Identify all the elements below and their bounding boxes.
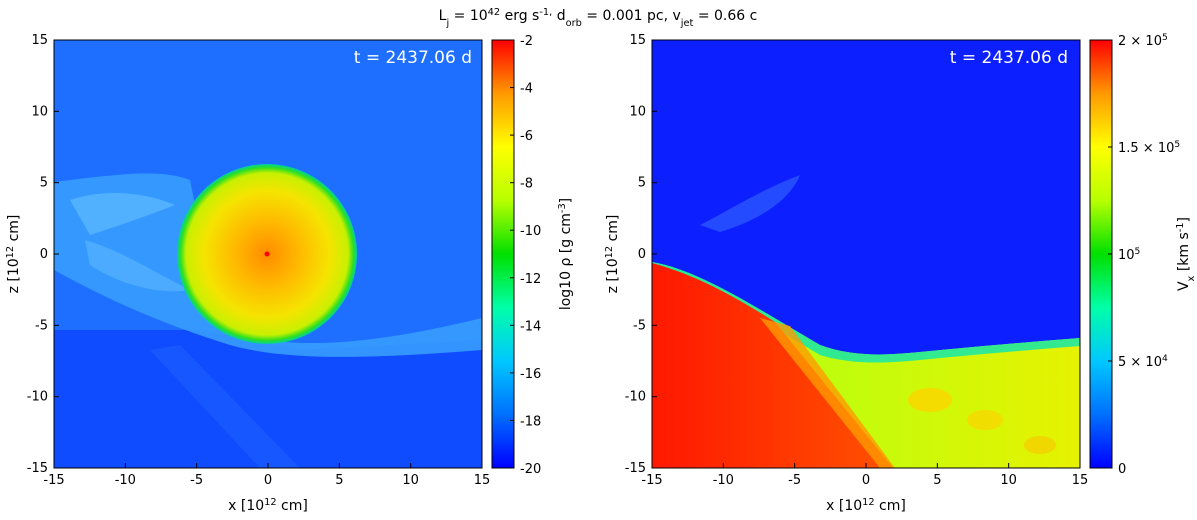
density-colorbar-label: log10 ρ [g cm-3] <box>557 198 575 310</box>
colorbar-tick-label: -4 <box>520 82 533 97</box>
y-tick-label: 10 <box>31 104 48 119</box>
colorbar-tick-label: 5 × 104 <box>1118 354 1168 370</box>
y-tick-label: -15 <box>27 461 48 476</box>
x-tick-label: 10 <box>402 473 419 488</box>
colorbar-tick-label: -14 <box>520 319 541 334</box>
density-xticks: -15 -10 -5 0 5 10 15 <box>43 463 490 488</box>
colorbar-tick-label: 0 <box>1118 462 1126 477</box>
x-tick-label: 10 <box>1000 473 1017 488</box>
y-tick-label: -5 <box>633 318 646 333</box>
velocity-blob <box>1024 436 1056 454</box>
x-tick-label: -5 <box>788 473 801 488</box>
colorbar-tick-label: 2 × 105 <box>1118 33 1168 49</box>
colorbar-tick-label: 105 <box>1118 247 1140 263</box>
x-tick-label: -5 <box>190 473 203 488</box>
colorbar-tick-label: -8 <box>520 177 533 192</box>
y-tick-label: 5 <box>40 176 48 191</box>
density-ylabel: z [1012 cm] <box>5 215 23 294</box>
colorbar-tick-label: -18 <box>520 414 541 429</box>
density-wake <box>54 173 482 357</box>
x-tick-label: 0 <box>862 473 870 488</box>
velocity-yticks: 15 10 5 0 -5 -10 -15 <box>625 33 657 476</box>
colorbar-tick-label: -10 <box>520 224 541 239</box>
y-tick-label: 15 <box>31 33 48 48</box>
density-lower-region <box>54 330 482 468</box>
colorbar-tick-label: -12 <box>520 272 541 287</box>
y-tick-label: -10 <box>625 390 646 405</box>
velocity-blob <box>908 388 952 412</box>
velocity-time-label: t = 2437.06 d <box>950 48 1068 68</box>
x-tick-label: 5 <box>335 473 343 488</box>
density-wake-filament <box>70 193 175 235</box>
colorbar-tick-label: -20 <box>520 462 541 477</box>
x-tick-label: -10 <box>115 473 136 488</box>
density-star-core <box>264 251 270 257</box>
colorbar-tick-label: -6 <box>520 129 533 144</box>
density-wake-filament <box>85 240 190 292</box>
velocity-jet <box>652 263 893 468</box>
velocity-ylabel: z [1012 cm] <box>604 215 622 294</box>
colorbar-tick-label: 1.5 × 105 <box>1118 140 1180 156</box>
velocity-xticks: -15 -10 -5 0 5 10 15 <box>641 463 1088 488</box>
x-tick-label: -15 <box>641 473 662 488</box>
x-tick-label: 15 <box>474 473 491 488</box>
x-tick-label: -10 <box>713 473 734 488</box>
velocity-blob <box>967 410 1003 430</box>
y-tick-label: -10 <box>27 390 48 405</box>
velocity-xlabel: x [1012 cm] <box>826 497 906 515</box>
density-panel: t = 2437.06 d -15 -10 -5 0 5 10 15 15 10 5 0 -5 -10… <box>5 33 575 514</box>
x-tick-label: 0 <box>264 473 272 488</box>
y-tick-label: 5 <box>638 176 646 191</box>
velocity-panel: t = 2437.06 d -15 -10 -5 0 5 10 15 151050-5-10… <box>604 33 1197 514</box>
y-tick-label: 10 <box>629 104 646 119</box>
y-tick-label: -5 <box>35 318 48 333</box>
density-xlabel: x [1012 cm] <box>228 497 308 515</box>
x-tick-label: 15 <box>1072 473 1089 488</box>
velocity-jet-edge <box>760 318 895 468</box>
y-tick-label: 15 <box>629 33 646 48</box>
x-tick-label: 5 <box>933 473 941 488</box>
figure-suptitle: Lj = 1042 erg s-1, dorb = 0.001 pc, vjet… <box>439 7 758 29</box>
velocity-ambient-feature <box>700 175 800 232</box>
colorbar-tick-label: -2 <box>520 34 533 49</box>
density-streak <box>150 345 300 468</box>
x-tick-label: -15 <box>43 473 64 488</box>
density-colorbar-ticks: -2 -4 -6 -8 -10 -12 -14 -16 -18 -20 <box>510 34 541 477</box>
y-tick-label: 0 <box>40 247 48 262</box>
density-yticks: 15 10 5 0 -5 -10 -15 <box>27 33 59 476</box>
density-time-label: t = 2437.06 d <box>354 48 472 68</box>
y-tick-label: 0 <box>638 247 646 262</box>
velocity-colorbar-ticks: 2 × 105 1.5 × 105 105 5 × 104 0 <box>1108 33 1180 477</box>
y-tick-label: -15 <box>625 461 646 476</box>
colorbar-tick-label: -16 <box>520 367 541 382</box>
density-colorbar <box>491 39 515 469</box>
velocity-colorbar-label: Vx [km s-1] <box>1175 217 1197 291</box>
